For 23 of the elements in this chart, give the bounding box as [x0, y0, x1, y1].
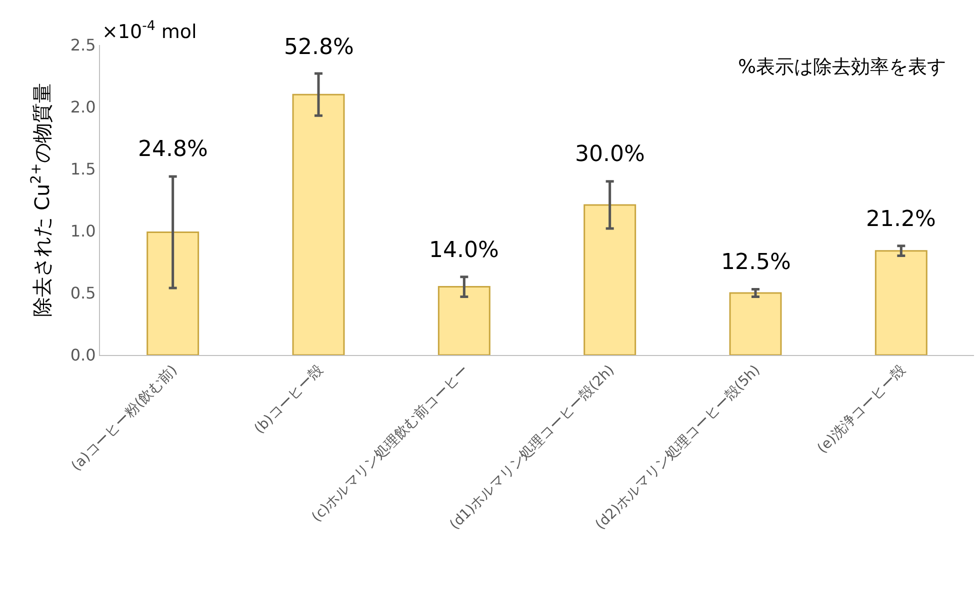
- bar: [146, 231, 200, 355]
- bar: [584, 204, 636, 355]
- bar: [292, 94, 345, 355]
- x-tick-label: (a)コーヒー粉(飲む前): [68, 362, 181, 474]
- x-tick-label: (e)洗浄コーヒー殻: [814, 362, 909, 457]
- annotation: 21.2%: [866, 207, 936, 232]
- y-tick-label: 0.5: [70, 284, 96, 303]
- y-tick-label: 1.0: [70, 222, 96, 241]
- annotation: 24.8%: [138, 137, 208, 162]
- annotation: 30.0%: [575, 142, 645, 167]
- bar: [438, 286, 490, 355]
- bar: [874, 250, 928, 355]
- y-tick-label: 0.0: [70, 346, 96, 365]
- text: ×10$^{-4}$ mol: [102, 19, 197, 43]
- x-tick-label: (b)コーヒー殻: [251, 362, 326, 438]
- annotation: 14.0%: [429, 238, 499, 263]
- y-tick-label: 1.5: [70, 160, 96, 179]
- y-tick-label: 2.0: [70, 98, 96, 117]
- annotation: 52.8%: [284, 35, 354, 60]
- annotation: %表示は除去効率を表す: [738, 56, 946, 78]
- bar: [729, 292, 782, 355]
- y-tick-label: 2.5: [70, 36, 96, 55]
- annotation: 12.5%: [721, 250, 791, 275]
